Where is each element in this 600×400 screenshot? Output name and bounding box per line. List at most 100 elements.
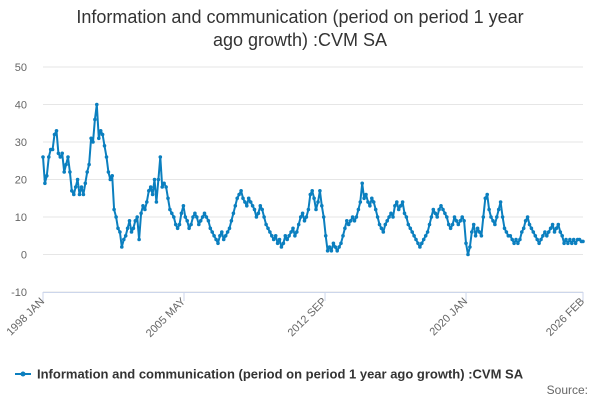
data-point — [208, 226, 213, 231]
data-point — [185, 219, 189, 223]
data-point — [537, 241, 541, 246]
gridlines — [43, 66, 583, 293]
data-point — [408, 226, 413, 231]
data-point — [277, 237, 282, 242]
data-point — [354, 215, 359, 219]
data-point — [552, 230, 557, 234]
chart-title: Information and communication (period on… — [0, 6, 600, 52]
data-point — [141, 204, 145, 208]
data-point — [108, 177, 113, 182]
data-point — [168, 207, 172, 212]
data-point — [466, 252, 470, 257]
y-tick-label: 50 — [15, 62, 27, 74]
data-point — [495, 215, 499, 219]
data-point — [187, 226, 191, 231]
data-point — [364, 192, 368, 197]
data-point — [98, 129, 103, 133]
data-point — [89, 136, 93, 141]
data-point — [175, 226, 180, 231]
data-point — [270, 234, 274, 238]
data-point — [502, 226, 507, 231]
data-point — [122, 237, 126, 242]
data-point — [60, 151, 64, 156]
data-point — [202, 211, 207, 216]
data-point — [370, 196, 374, 201]
data-point — [231, 211, 236, 216]
data-point — [548, 226, 553, 231]
data-point — [310, 189, 315, 193]
data-point — [62, 170, 66, 174]
data-point — [335, 249, 340, 253]
data-point — [210, 230, 214, 234]
data-point — [133, 219, 138, 223]
data-point — [333, 245, 338, 249]
data-point — [539, 237, 543, 242]
data-point — [446, 222, 451, 227]
data-point — [345, 219, 349, 223]
data-point — [248, 200, 253, 204]
data-point — [87, 162, 91, 167]
data-point — [483, 196, 488, 201]
data-point — [235, 196, 239, 201]
data-point — [45, 174, 49, 178]
data-point — [285, 237, 290, 242]
data-point — [50, 147, 55, 152]
data-point — [464, 241, 468, 246]
data-point — [558, 230, 563, 234]
data-point — [387, 215, 391, 219]
data-point — [508, 234, 513, 238]
data-point — [56, 151, 61, 156]
data-point — [346, 222, 351, 227]
data-point — [172, 215, 176, 219]
data-point — [341, 234, 345, 238]
data-point — [106, 170, 111, 174]
data-point — [295, 230, 299, 234]
data-point — [47, 155, 51, 159]
data-point — [54, 129, 59, 133]
data-point — [129, 230, 134, 234]
data-point — [556, 222, 561, 227]
data-point — [258, 204, 263, 208]
data-point — [300, 211, 305, 216]
data-point — [250, 204, 255, 208]
data-point — [512, 241, 516, 246]
data-point — [566, 241, 570, 246]
data-point — [164, 185, 168, 189]
data-point — [137, 237, 141, 242]
data-point — [243, 200, 247, 204]
data-point — [102, 144, 107, 148]
data-point — [156, 177, 161, 182]
data-point — [273, 234, 278, 238]
x-tick-label: 2026 FEB — [544, 296, 587, 339]
data-point — [406, 222, 411, 227]
data-point — [456, 222, 461, 227]
data-point — [570, 241, 574, 246]
data-point — [525, 215, 530, 219]
data-point — [462, 219, 466, 223]
data-point — [441, 207, 445, 212]
data-point — [191, 215, 195, 219]
series-layer — [41, 102, 585, 257]
data-point — [152, 177, 157, 182]
data-point — [306, 207, 311, 212]
data-point — [281, 241, 286, 246]
data-point — [377, 222, 382, 227]
data-point — [533, 234, 538, 238]
data-point — [560, 234, 564, 238]
data-point — [97, 136, 101, 141]
data-point — [481, 215, 486, 219]
data-point — [318, 189, 322, 193]
data-point — [396, 207, 401, 212]
data-point — [425, 230, 430, 234]
data-point — [183, 215, 188, 219]
data-point — [327, 245, 332, 249]
data-point — [252, 207, 257, 212]
data-point — [452, 215, 457, 219]
data-point — [358, 200, 363, 204]
data-point — [527, 222, 532, 227]
data-point — [445, 215, 449, 219]
data-point — [64, 162, 68, 167]
data-point — [429, 215, 434, 219]
data-point — [400, 200, 405, 204]
